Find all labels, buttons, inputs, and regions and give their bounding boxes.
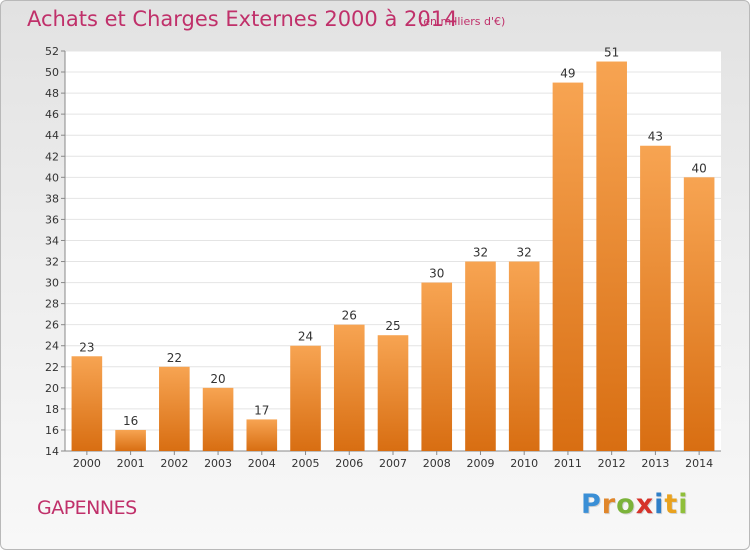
bar-value-label: 51 xyxy=(604,46,619,60)
y-tick-label: 14 xyxy=(45,445,59,458)
bar-value-label: 26 xyxy=(342,309,357,323)
bar-value-label: 23 xyxy=(79,340,94,354)
bar-value-label: 25 xyxy=(385,319,400,333)
y-tick-label: 16 xyxy=(45,424,59,437)
bar-value-label: 49 xyxy=(560,67,575,81)
x-tick-label: 2001 xyxy=(117,457,145,470)
bar xyxy=(246,419,278,451)
logo-letter: i xyxy=(678,489,689,520)
bar-value-label: 16 xyxy=(123,414,138,428)
bar xyxy=(640,145,671,451)
bar-value-label: 30 xyxy=(429,267,444,281)
bar-value-label: 40 xyxy=(691,161,706,175)
x-tick-label: 2011 xyxy=(554,457,582,470)
x-tick-label: 2003 xyxy=(204,457,232,470)
bar-value-label: 17 xyxy=(254,403,269,417)
x-tick-label: 2009 xyxy=(466,457,494,470)
bar xyxy=(115,429,146,451)
bar xyxy=(421,282,453,451)
x-tick-label: 2010 xyxy=(510,457,538,470)
bar xyxy=(202,387,234,451)
y-tick-label: 20 xyxy=(45,382,59,395)
x-tick-label: 2000 xyxy=(73,457,101,470)
bar xyxy=(71,356,103,451)
y-tick-label: 46 xyxy=(45,108,59,121)
place-name: GAPENNES xyxy=(37,497,137,519)
y-tick-label: 26 xyxy=(45,319,59,332)
y-tick-label: 52 xyxy=(45,45,59,58)
bar-value-label: 24 xyxy=(298,330,313,344)
proxiti-logo: Proxiti xyxy=(581,489,689,520)
y-tick-label: 34 xyxy=(45,234,59,247)
y-tick-label: 42 xyxy=(45,150,59,163)
bar-value-label: 32 xyxy=(473,246,488,260)
x-tick-label: 2008 xyxy=(423,457,451,470)
y-tick-label: 40 xyxy=(45,171,59,184)
bar-value-label: 32 xyxy=(517,246,532,260)
bar xyxy=(159,366,190,451)
bar-value-label: 22 xyxy=(167,351,182,365)
x-tick-label: 2014 xyxy=(685,457,713,470)
logo-letter: r xyxy=(601,489,617,520)
x-tick-label: 2004 xyxy=(248,457,276,470)
bar xyxy=(552,82,584,451)
x-tick-label: 2007 xyxy=(379,457,407,470)
y-tick-label: 50 xyxy=(45,66,59,79)
y-tick-label: 30 xyxy=(45,277,59,290)
y-tick-label: 32 xyxy=(45,256,59,269)
chart-subtitle: (en milliers d'€) xyxy=(419,15,506,28)
x-tick-label: 2005 xyxy=(292,457,320,470)
logo-letter: x xyxy=(635,489,655,520)
bar-value-label: 20 xyxy=(210,372,225,386)
y-tick-label: 28 xyxy=(45,298,59,311)
logo-letter: o xyxy=(616,489,636,520)
y-tick-label: 22 xyxy=(45,361,59,374)
bar xyxy=(508,261,540,451)
logo-letter: t xyxy=(664,489,679,520)
bar xyxy=(377,335,409,451)
y-tick-label: 44 xyxy=(45,129,59,142)
x-tick-label: 2012 xyxy=(598,457,626,470)
chart-title: Achats et Charges Externes 2000 à 2014 xyxy=(27,7,458,31)
y-tick-label: 36 xyxy=(45,213,59,226)
x-tick-label: 2013 xyxy=(641,457,669,470)
y-tick-label: 48 xyxy=(45,87,59,100)
bar xyxy=(290,345,321,451)
bar xyxy=(596,61,627,452)
y-tick-label: 38 xyxy=(45,192,59,205)
logo-letter: i xyxy=(654,489,665,520)
logo-letter: P xyxy=(581,489,602,520)
x-tick-label: 2002 xyxy=(160,457,188,470)
x-tick-label: 2006 xyxy=(335,457,363,470)
bar xyxy=(333,324,365,451)
y-tick-label: 24 xyxy=(45,340,59,353)
bar xyxy=(683,177,715,451)
bar-value-label: 43 xyxy=(648,130,663,144)
y-tick-label: 18 xyxy=(45,403,59,416)
bar xyxy=(465,261,496,451)
